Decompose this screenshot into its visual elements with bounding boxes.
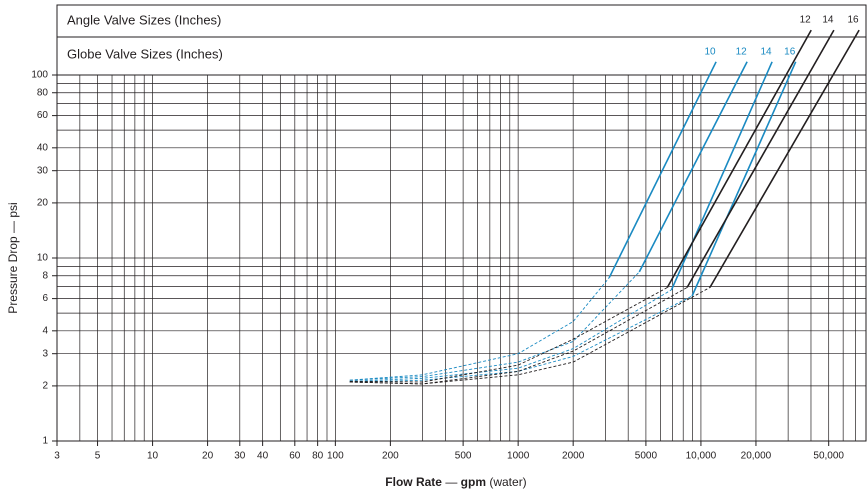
y-tick-label: 80 <box>37 87 49 98</box>
y-tick-label: 2 <box>42 381 48 392</box>
size-label: 14 <box>761 46 773 57</box>
series-line <box>670 61 773 291</box>
angle-header: Angle Valve Sizes (Inches) <box>67 12 221 27</box>
size-label: 16 <box>847 15 859 26</box>
x-tick-label: 5 <box>95 451 101 462</box>
x-tick-label: 500 <box>455 451 472 462</box>
x-axis-title-part: gpm <box>461 475 486 489</box>
y-tick-label: 60 <box>37 110 49 121</box>
y-tick-label: 6 <box>42 293 48 304</box>
size-label: 12 <box>736 46 748 57</box>
x-axis-title-part: Flow Rate <box>385 475 442 489</box>
x-tick-label: 5000 <box>635 451 658 462</box>
x-tick-label: 40 <box>257 451 269 462</box>
y-tick-label: 8 <box>42 270 48 281</box>
series-line <box>608 61 717 279</box>
y-tick-label: 3 <box>42 348 48 359</box>
series-line <box>349 271 640 381</box>
x-tick-label: 20,000 <box>741 451 772 462</box>
x-tick-label: 20 <box>202 451 214 462</box>
x-tick-label: 50,000 <box>813 451 844 462</box>
x-tick-label: 3 <box>54 451 60 462</box>
size-label: 14 <box>822 15 834 26</box>
series-line <box>349 277 610 381</box>
size-label: 10 <box>704 46 716 57</box>
y-tick-label: 10 <box>37 253 49 264</box>
frame <box>56 4 867 442</box>
y-tick-label: 4 <box>42 325 48 336</box>
x-tick-label: 30 <box>234 451 246 462</box>
x-axis-title-part: (water) <box>489 475 526 489</box>
y-tick-label: 30 <box>37 165 49 176</box>
series-line <box>349 295 693 383</box>
series-line <box>666 29 812 288</box>
x-tick-label: 10,000 <box>686 451 717 462</box>
size-label: 12 <box>800 15 812 26</box>
series-line <box>349 287 688 385</box>
y-tick-label: 40 <box>37 142 49 153</box>
globe-header: Globe Valve Sizes (Inches) <box>67 46 223 61</box>
x-tick-label: 2000 <box>562 451 585 462</box>
series-line <box>349 289 672 382</box>
x-tick-label: 10 <box>147 451 159 462</box>
size-label: 16 <box>784 46 796 57</box>
series-line <box>691 61 797 297</box>
y-axis-title: Pressure Drop — psi <box>6 202 20 313</box>
x-tick-label: 80 <box>312 451 324 462</box>
x-tick-label: 1000 <box>507 451 530 462</box>
series-line <box>686 29 835 288</box>
x-tick-label: 200 <box>382 451 399 462</box>
x-tick-label: 100 <box>327 451 344 462</box>
x-tick-label: 60 <box>289 451 301 462</box>
x-axis-title: Flow Rate — gpm (water) <box>385 475 526 489</box>
x-axis-title-part: — <box>445 475 457 489</box>
y-tick-label: 20 <box>37 198 49 209</box>
y-tick-label: 1 <box>42 436 48 447</box>
series-line <box>349 287 668 383</box>
series-line <box>709 29 860 288</box>
y-tick-label: 100 <box>31 70 48 81</box>
series-line <box>638 61 748 273</box>
series-line <box>349 287 711 385</box>
